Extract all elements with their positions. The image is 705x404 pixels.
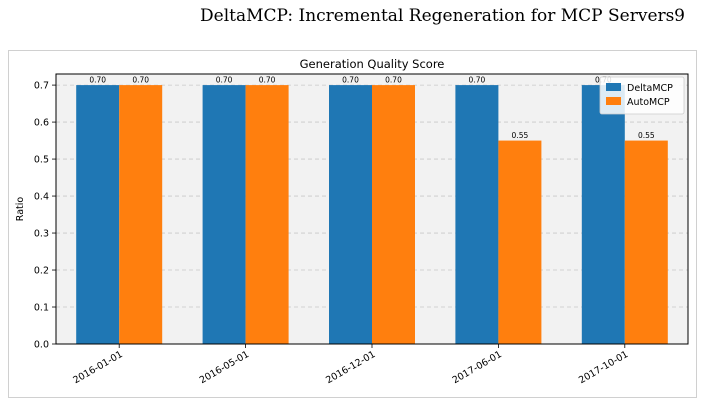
data-label: 0.70 [469,76,486,85]
plot-frame [55,73,689,345]
data-label: 0.70 [132,76,149,85]
legend-label-deltamcp: DeltaMCP [627,83,673,94]
bar-automcp-2016-05-01 [245,85,289,344]
y-tick-label: 0.0 [34,340,49,351]
y-tick-label: 0.2 [34,266,49,277]
data-label: 0.55 [512,131,529,140]
bar-deltamcp-2016-01-01 [76,85,120,344]
y-tick-label: 0.1 [34,303,49,314]
x-tick-label: 2017-10-01 [577,349,630,386]
y-tick-label: 0.5 [34,155,49,166]
bar-deltamcp-2017-10-01 [581,85,625,344]
bar-deltamcp-2017-06-01 [455,85,499,344]
data-label: 0.70 [259,76,276,85]
legend-label-automcp: AutoMCP [627,97,670,108]
x-tick-label: 2016-05-01 [198,349,251,386]
y-tick-label: 0.4 [34,192,49,203]
data-label: 0.70 [89,76,106,85]
y-axis-label: Ratio [15,197,26,222]
y-tick-label: 0.6 [34,118,49,129]
legend-swatch-deltamcp [606,83,621,91]
legend-swatch-automcp [606,97,621,105]
bar-deltamcp-2016-05-01 [202,85,246,344]
bar-automcp-2017-10-01 [624,140,668,344]
x-tick-label: 2016-12-01 [324,349,377,386]
bar-automcp-2017-06-01 [498,140,542,344]
bar-automcp-2016-12-01 [372,85,415,344]
y-tick-label: 0.3 [34,229,49,240]
bar-automcp-2016-01-01 [119,85,163,344]
bar-chart: 0.0 0.1 0.2 0.3 0.4 0.5 0.6 0.7 0.70 0.70 2016-01-… [15,57,689,386]
data-label: 0.70 [216,76,233,85]
page-header: DeltaMCP: Incremental Regeneration for M… [0,0,705,40]
x-tick-label: 2017-06-01 [451,349,504,386]
data-label: 0.70 [385,76,402,85]
x-tick-label: 2016-01-01 [71,349,124,386]
running-title: DeltaMCP: Incremental Regeneration for M… [200,6,675,26]
y-tick-label: 0.7 [34,81,49,92]
page-number: 9 [674,6,685,26]
data-label: 0.55 [638,131,655,140]
figure-frame: 0.0 0.1 0.2 0.3 0.4 0.5 0.6 0.7 0.70 0.70 2016-01-… [8,50,697,398]
data-label: 0.70 [342,76,359,85]
bar-deltamcp-2016-12-01 [329,85,372,344]
chart-title: Generation Quality Score [300,57,445,71]
